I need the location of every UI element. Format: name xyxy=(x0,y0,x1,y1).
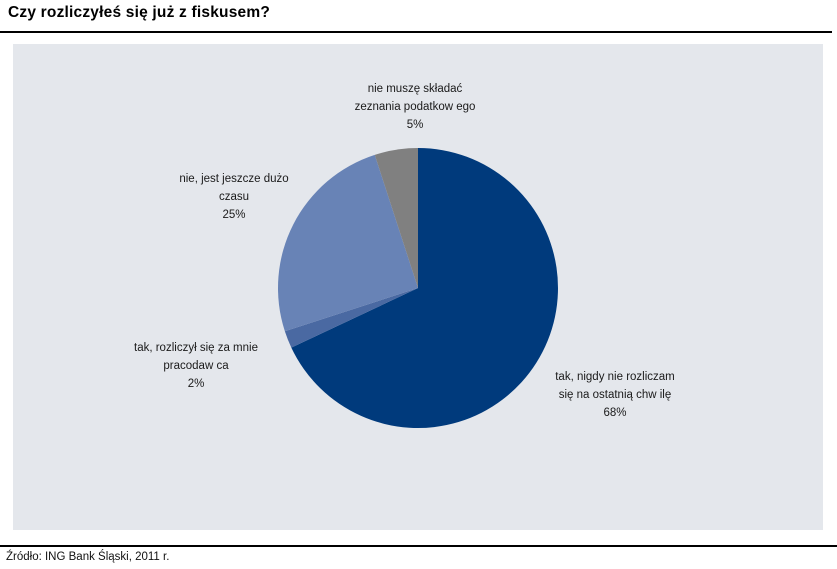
pie-label-never-last-minute: tak, nigdy nie rozliczam się na ostatnią… xyxy=(500,368,730,422)
pie-label-percent: 25% xyxy=(222,209,246,221)
pie-label-plenty-of-time: nie, jest jeszcze dużo czasu 25% xyxy=(134,170,334,224)
pie-label-percent: 5% xyxy=(406,119,424,131)
pie-label-line1: tak, rozliczył się za mnie xyxy=(134,342,258,354)
pie-slice-3 xyxy=(374,148,418,288)
pie-slice-1 xyxy=(284,288,418,348)
pie-slice-0 xyxy=(291,148,558,429)
footer-divider xyxy=(0,545,837,547)
pie-chart-svg xyxy=(277,148,558,429)
chart-title: Czy rozliczyłeś się już z fiskusem? xyxy=(8,4,270,21)
pie-label-line1: tak, nigdy nie rozliczam xyxy=(555,371,675,383)
pie-label-line2: się na ostatnią chw ilę xyxy=(558,389,672,401)
pie-label-line1: nie muszę składać xyxy=(367,83,463,95)
pie-label-percent: 68% xyxy=(603,407,627,419)
pie-label-line1: nie, jest jeszcze dużo xyxy=(179,173,289,185)
pie-slice-2 xyxy=(277,154,418,332)
pie-label-employer-filed: tak, rozliczył się za mnie pracodaw ca 2… xyxy=(86,339,306,393)
pie-label-line2: czasu xyxy=(218,191,250,203)
pie-label-percent: 2% xyxy=(187,378,205,390)
chart-panel: nie muszę składać zeznania podatkow ego … xyxy=(13,44,823,530)
pie-label-line2: zeznania podatkow ego xyxy=(354,101,476,113)
source-note: Źródło: ING Bank Śląski, 2011 r. xyxy=(6,551,170,563)
pie-label-no-tax-return: nie muszę składać zeznania podatkow ego … xyxy=(305,80,525,134)
title-divider xyxy=(0,31,832,33)
pie-label-line2: pracodaw ca xyxy=(163,360,229,372)
